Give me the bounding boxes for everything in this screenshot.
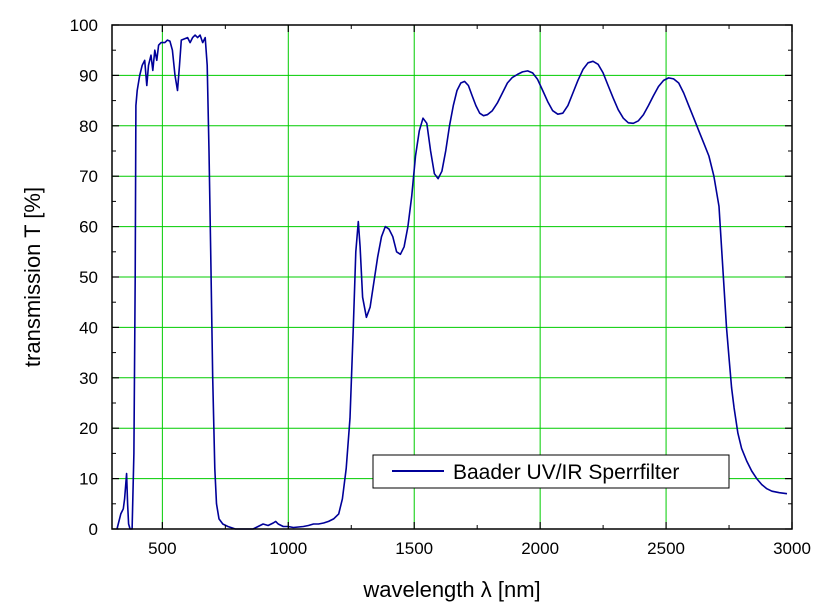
y-tick-label: 50 — [79, 268, 98, 287]
series-layer — [116, 34, 788, 530]
x-tick-label: 500 — [148, 539, 176, 558]
series-line-0 — [116, 34, 788, 530]
x-tick-label: 1500 — [395, 539, 433, 558]
y-tick-label: 100 — [70, 16, 98, 35]
legend-label: Baader UV/IR Sperrfilter — [453, 461, 679, 484]
x-axis-title: wavelength λ [nm] — [362, 577, 540, 602]
y-tick-label: 90 — [79, 66, 98, 85]
y-tick-label: 20 — [79, 419, 98, 438]
y-tick-label: 60 — [79, 218, 98, 237]
legend-box — [372, 454, 730, 489]
x-tick-label: 2000 — [521, 539, 559, 558]
y-tick-label: 80 — [79, 117, 98, 136]
legend: Baader UV/IR Sperrfilter — [372, 454, 730, 489]
x-tick-label: 1000 — [269, 539, 307, 558]
x-tick-label: 3000 — [773, 539, 811, 558]
y-tick-label: 0 — [89, 520, 98, 539]
y-tick-label: 10 — [79, 470, 98, 489]
y-tick-label: 30 — [79, 369, 98, 388]
y-tick-label: 40 — [79, 318, 98, 337]
y-tick-label: 70 — [79, 167, 98, 186]
y-axis-title: transmission T [%] — [20, 187, 45, 367]
tick-labels: 500 1000 1500 2000 2500 3000 0 10 20 30 40 50 60 70 80… — [70, 16, 811, 558]
x-tick-label: 2500 — [647, 539, 685, 558]
axis-ticks — [112, 24, 793, 530]
